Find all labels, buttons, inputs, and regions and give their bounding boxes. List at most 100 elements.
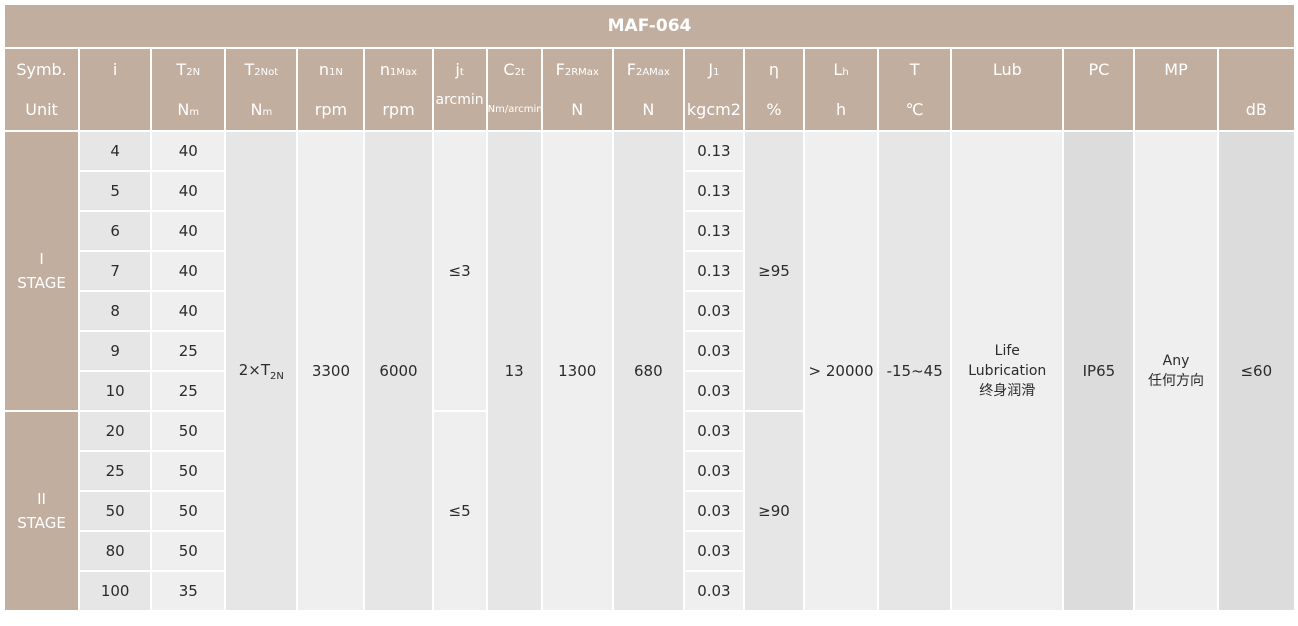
header-symbol-sub: 2N — [186, 66, 201, 78]
cell-j1: 0.03 — [684, 492, 743, 530]
cell-t2n: 50 — [152, 452, 225, 490]
stage-text: STAGE — [17, 514, 66, 532]
header-symbol: i — [112, 59, 118, 79]
spec-table: MAF-064 Symb. Unit i T2N Nm T2Not Nm n1N rpm n1Ma… — [3, 3, 1296, 612]
header-unit: kgcm2 — [686, 99, 741, 119]
cell-t2n: 50 — [152, 532, 225, 570]
header-row: Symb. Unit i T2N Nm T2Not Nm n1N rpm n1Max rpm jt ar… — [5, 49, 1294, 130]
cell-j1: 0.03 — [684, 332, 743, 370]
cell-text: 50 — [178, 422, 198, 440]
stage-numeral: II — [37, 490, 46, 508]
cell-text: 0.03 — [697, 462, 731, 480]
header-symbol: T — [909, 59, 920, 79]
cell-j1: 0.13 — [684, 172, 743, 210]
cell-text: 0.03 — [697, 342, 731, 360]
header-n1n: n1N rpm — [298, 49, 364, 130]
cell-text: 任何方向 — [1148, 373, 1204, 389]
header-symbol-sub: h — [842, 66, 849, 78]
cell-text: 0.03 — [697, 302, 731, 320]
header-unit: rpm — [314, 99, 348, 119]
header-unit: N — [571, 99, 584, 119]
header-t2not: T2Not Nm — [226, 49, 297, 130]
header-n1max: n1Max rpm — [365, 49, 432, 130]
header-symbol: PC — [1088, 59, 1110, 79]
cell-efficiency: ≥95 — [744, 132, 804, 410]
cell-t2n: 40 — [152, 212, 225, 250]
header-symbol-sub: 1 — [713, 66, 720, 78]
cell-text: -15~45 — [886, 362, 943, 380]
header-unit-sub: m — [189, 106, 200, 118]
cell-noise: ≤60 — [1218, 132, 1294, 610]
cell-ratio: 9 — [80, 332, 151, 370]
cell-ratio: 80 — [80, 532, 151, 570]
cell-j1: 0.03 — [684, 572, 743, 610]
header-symbol: Symb. — [16, 59, 67, 79]
cell-text: 50 — [178, 542, 198, 560]
header-unit-sub: m — [262, 106, 273, 118]
table-row: 5 40 0.13 — [5, 172, 1294, 210]
cell-lubrication: Life Lubrication 终身润滑 — [952, 132, 1063, 610]
cell-j1: 0.03 — [684, 412, 743, 450]
table-row: 7 40 0.13 — [5, 252, 1294, 290]
header-mp: MP — [1135, 49, 1217, 130]
header-symbol-sub: t — [459, 66, 464, 78]
cell-text: 13 — [504, 362, 524, 380]
header-unit: arcmin — [435, 91, 484, 108]
cell-backlash: ≤5 — [433, 412, 486, 610]
cell-j1: 0.03 — [684, 372, 743, 410]
cell-j1: 0.03 — [684, 292, 743, 330]
header-unit: dB — [1245, 99, 1267, 119]
header-symbol: C — [503, 59, 515, 79]
cell-text: 25 — [178, 382, 198, 400]
header-unit: N — [642, 99, 655, 119]
cell-ratio: 100 — [80, 572, 151, 610]
cell-text: 40 — [178, 262, 198, 280]
header-lub: Lub — [952, 49, 1063, 130]
stage-text: STAGE — [17, 274, 66, 292]
cell-text: Lubrication — [968, 363, 1047, 379]
cell-text: IP65 — [1082, 362, 1116, 380]
header-db: dB — [1218, 49, 1294, 130]
header-symbol-sub: 2Not — [254, 66, 279, 78]
stage-label: II STAGE — [5, 412, 79, 610]
table-row: 100 35 0.03 — [5, 572, 1294, 610]
cell-text: 0.13 — [697, 222, 731, 240]
table-row: 9 25 0.03 — [5, 332, 1294, 370]
cell-ratio: 50 — [80, 492, 151, 530]
table-row: I STAGE 4 40 2×T2N 3300 6000 ≤3 13 1300 680 0.13 ≥95… — [5, 132, 1294, 610]
cell-t2n: 35 — [152, 572, 225, 610]
header-unit: % — [766, 99, 782, 119]
cell-text: ≥95 — [758, 262, 790, 280]
cell-text: ≤60 — [1240, 362, 1273, 380]
table-row: 8 40 0.03 — [5, 292, 1294, 330]
header-symbol-sub: 2RMax — [564, 66, 599, 78]
cell-text: 50 — [105, 502, 125, 520]
table-title: MAF-064 — [5, 5, 1294, 47]
cell-text: 40 — [178, 302, 198, 320]
cell-text: Life — [994, 343, 1020, 359]
cell-t2n: 50 — [152, 412, 225, 450]
cell-text: ≥90 — [758, 502, 790, 520]
cell-f2rmax: 1300 — [542, 132, 612, 610]
cell-ratio: 10 — [80, 372, 151, 410]
cell-text: 0.13 — [697, 262, 731, 280]
cell-t2n: 40 — [152, 172, 225, 210]
cell-text: 3300 — [311, 362, 350, 380]
cell-text: 40 — [178, 222, 198, 240]
table-row: 6 40 0.13 — [5, 212, 1294, 250]
header-symb: Symb. Unit — [5, 49, 79, 130]
cell-j1: 0.03 — [684, 452, 743, 490]
cell-text: 50 — [178, 462, 198, 480]
cell-text: 40 — [178, 182, 198, 200]
header-t2n: T2N Nm — [152, 49, 225, 130]
cell-text: 0.03 — [697, 582, 731, 600]
cell-t2not: 2×T2N — [226, 132, 297, 610]
cell-text: 9 — [110, 342, 120, 360]
cell-ratio: 25 — [80, 452, 151, 490]
cell-text: 35 — [178, 582, 198, 600]
cell-mounting-position: Any 任何方向 — [1135, 132, 1217, 610]
header-symbol: η — [768, 59, 780, 79]
cell-text: 0.03 — [697, 542, 731, 560]
header-symbol: F — [555, 59, 565, 79]
header-symbol-sub: 2t — [514, 66, 525, 78]
